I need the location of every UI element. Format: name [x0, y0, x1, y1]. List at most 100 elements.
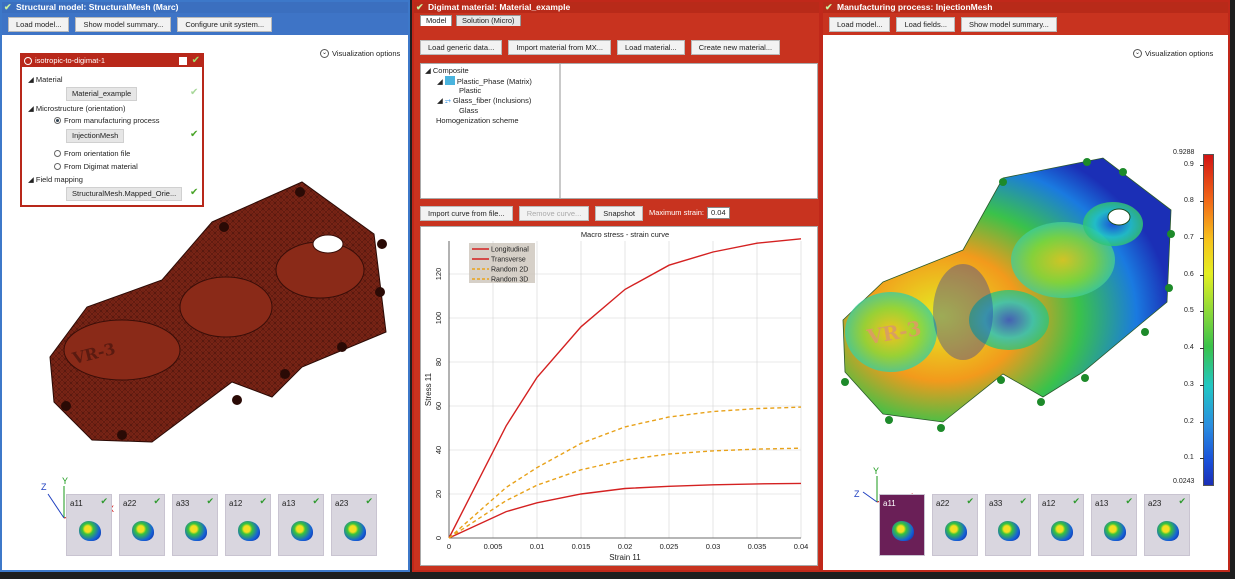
- field-mapping-field[interactable]: StructuralMesh.Mapped_Orie...: [66, 187, 183, 201]
- import-material-button[interactable]: Import material from MX...: [508, 39, 611, 55]
- thumb-a23[interactable]: a23 ✔: [1144, 494, 1190, 556]
- colorbar-tick-label: 0.4: [1184, 344, 1194, 352]
- radio-orientation-file[interactable]: From orientation file: [54, 149, 130, 158]
- colorbar-tick: [1200, 164, 1204, 166]
- check-icon: ✔: [206, 496, 214, 506]
- thumb-label: a11: [883, 499, 896, 508]
- field-region: [845, 292, 937, 372]
- thumb-a11[interactable]: a11: [879, 494, 925, 556]
- thumb-preview: [79, 521, 101, 541]
- thumb-label: a33: [176, 499, 190, 508]
- thumb-a12[interactable]: a12 ✔: [1038, 494, 1084, 556]
- tree-plastic-phase[interactable]: ◢ Plastic_Phase (Matrix): [437, 76, 532, 86]
- tab-model[interactable]: Model: [420, 15, 453, 26]
- thumb-a11[interactable]: a11 ✔: [66, 494, 112, 556]
- x-tick-label: 0.015: [572, 542, 591, 551]
- tree-glass-fiber[interactable]: ◢ ⥅ Glass_fiber (Inclusions): [437, 96, 532, 105]
- y-tick-label: 120: [434, 268, 443, 281]
- thumb-label: a13: [282, 499, 296, 508]
- thumb-preview: [1104, 521, 1126, 541]
- material-label: ◢ Material: [28, 75, 63, 84]
- check-icon: ✔: [191, 55, 200, 66]
- thumb-preview: [132, 521, 154, 541]
- legend-entry: Longitudinal: [491, 247, 529, 254]
- thumb-a33[interactable]: a33 ✔: [985, 494, 1031, 556]
- load-material-button[interactable]: Load material...: [617, 39, 685, 55]
- thumb-preview: [998, 521, 1020, 541]
- digimat-panel-title: ✔ Digimat material: Material_example: [414, 2, 819, 13]
- tab-solution-micro[interactable]: Solution (Micro): [456, 15, 521, 26]
- y-tick-label: 60: [434, 402, 443, 410]
- axis-z-label: Z: [41, 482, 47, 492]
- thumb-label: a22: [123, 499, 137, 508]
- show-model-summary-button[interactable]: Show model summary...: [960, 16, 1057, 32]
- structural-model-panel: ✔ Structural model: StructuralMesh (Marc)…: [0, 0, 410, 572]
- visualization-options-toggle[interactable]: ⌄ Visualization options: [1133, 49, 1213, 58]
- thumb-a23[interactable]: a23 ✔: [331, 494, 377, 556]
- tree-glass[interactable]: Glass: [459, 106, 479, 115]
- tree-plastic[interactable]: Plastic: [459, 86, 482, 95]
- thumb-a12[interactable]: a12 ✔: [225, 494, 271, 556]
- tree-composite[interactable]: ◢ Composite: [425, 66, 469, 75]
- workflow-checkbox[interactable]: [179, 57, 187, 65]
- thumb-a33[interactable]: a33 ✔: [172, 494, 218, 556]
- colorbar-tick: [1200, 201, 1204, 203]
- series-line-longitudinal: [448, 238, 802, 539]
- load-generic-data-button[interactable]: Load generic data...: [420, 39, 503, 55]
- check-icon: ✔: [1072, 496, 1080, 506]
- thumb-a13[interactable]: a13 ✔: [1091, 494, 1137, 556]
- max-strain-input[interactable]: 0.04: [707, 207, 730, 219]
- thumb-preview: [1051, 521, 1073, 541]
- check-icon: ✔: [190, 129, 199, 140]
- max-strain-label: Maximum strain:: [649, 208, 705, 217]
- import-curve-button[interactable]: Import curve from file...: [420, 205, 513, 221]
- radio-manufacturing[interactable]: From manufacturing process: [54, 116, 159, 125]
- structural-title-text: Structural model: StructuralMesh (Marc): [16, 2, 179, 12]
- load-fields-button[interactable]: Load fields...: [896, 16, 955, 32]
- field-mapping-label: ◢ Field mapping: [28, 175, 83, 184]
- load-model-button[interactable]: Load model...: [8, 16, 70, 32]
- orientation-field-view[interactable]: VR-3 Y Z: [823, 2, 1193, 562]
- structural-mesh-view[interactable]: VR-3 X Y Z: [2, 2, 408, 562]
- colorbar-tick-label: 0.1: [1184, 454, 1194, 462]
- part-body: [842, 157, 1172, 423]
- create-new-material-button[interactable]: Create new material...: [690, 39, 781, 55]
- visualization-options-toggle[interactable]: ⌄ Visualization options: [320, 49, 400, 58]
- tree-homogenization[interactable]: Homogenization scheme: [436, 116, 519, 125]
- mesh-boss: [63, 319, 181, 381]
- thumb-a22[interactable]: a22 ✔: [932, 494, 978, 556]
- configure-unit-system-button[interactable]: Configure unit system...: [177, 16, 273, 32]
- y-tick-label: 20: [434, 490, 443, 498]
- check-icon: ✔: [365, 496, 373, 506]
- tree-splitter[interactable]: [559, 64, 561, 198]
- thumb-a13[interactable]: a13 ✔: [278, 494, 324, 556]
- snapshot-button[interactable]: Snapshot: [595, 205, 643, 221]
- material-tree: ◢ Composite ◢ Plastic_Phase (Matrix) Pla…: [420, 63, 818, 199]
- axis-z-label: Z: [854, 489, 860, 499]
- axis-y-label: Y: [62, 476, 68, 486]
- check-icon: ✔: [190, 87, 199, 98]
- manufacturing-field[interactable]: InjectionMesh: [66, 129, 125, 143]
- check-icon: ✔: [825, 2, 833, 12]
- show-model-summary-button[interactable]: Show model summary...: [75, 16, 172, 32]
- legend-entry: Random 2D: [491, 267, 528, 274]
- field-region: [1011, 222, 1115, 298]
- thumb-label: a13: [1095, 499, 1109, 508]
- thumb-a22[interactable]: a22 ✔: [119, 494, 165, 556]
- radio-digimat-material[interactable]: From Digimat material: [54, 162, 138, 171]
- check-icon: ✔: [190, 187, 199, 198]
- load-model-button[interactable]: Load model...: [829, 16, 891, 32]
- thumb-preview: [185, 521, 207, 541]
- x-axis-label: Strain 11: [609, 553, 641, 562]
- thumb-label: a22: [936, 499, 950, 508]
- y-tick-label: 80: [434, 358, 443, 366]
- manufacturing-title-text: Manufacturing process: InjectionMesh: [837, 2, 993, 12]
- microstructure-label: ◢ Microstructure (orientation): [28, 104, 126, 113]
- material-field[interactable]: Material_example: [66, 87, 138, 101]
- check-icon: ✔: [1178, 496, 1186, 506]
- check-icon: ✔: [153, 496, 161, 506]
- mesh-boss: [179, 276, 273, 338]
- check-icon: ✔: [4, 2, 12, 12]
- remove-curve-button[interactable]: Remove curve...: [518, 205, 590, 221]
- colorbar-tick: [1200, 348, 1204, 350]
